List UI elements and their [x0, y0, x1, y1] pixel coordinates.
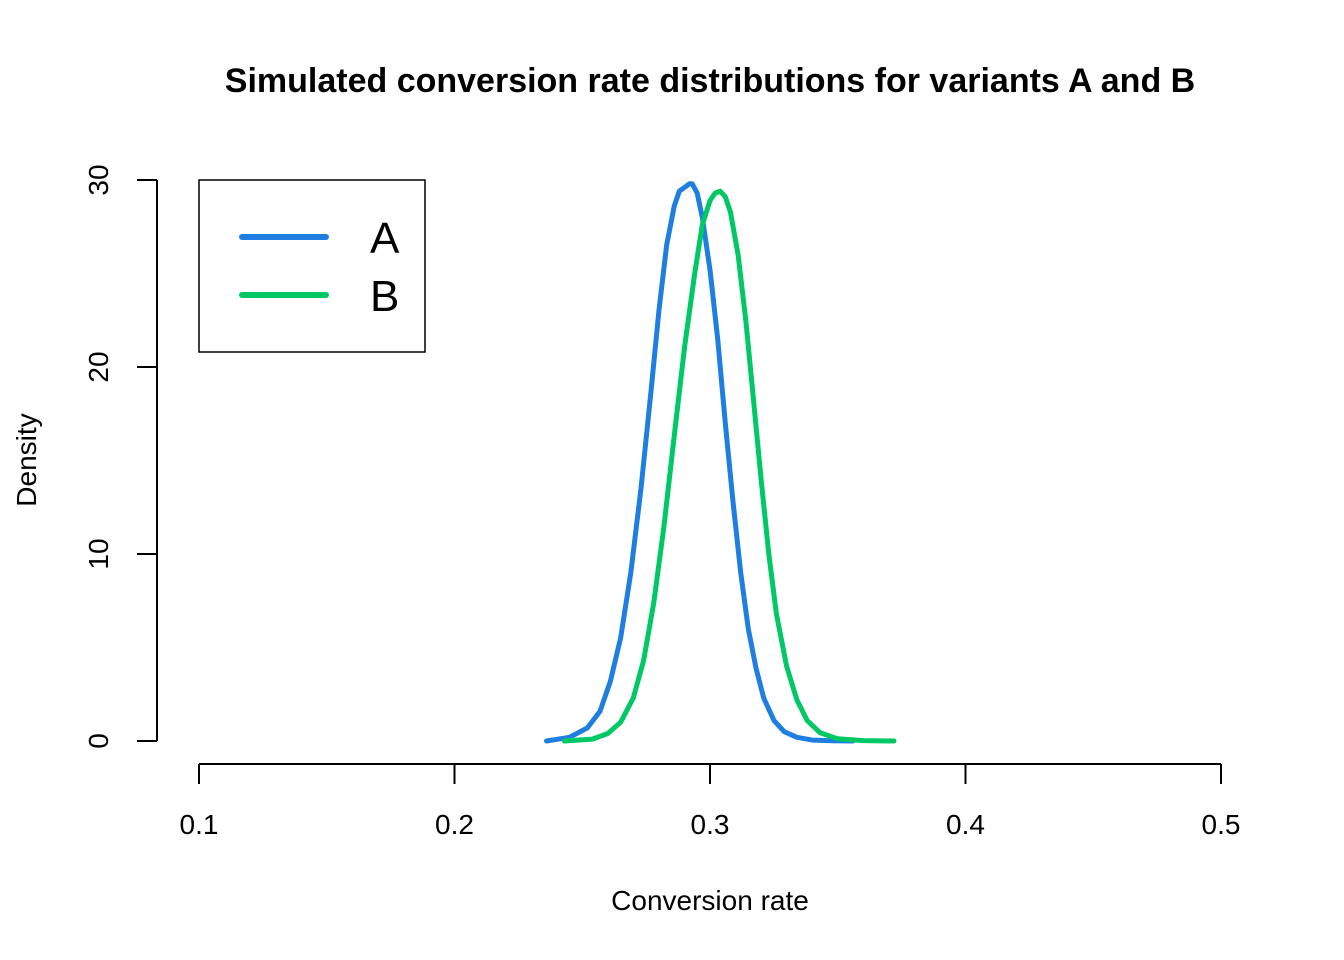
- y-tick-label-3: 30: [83, 164, 114, 195]
- y-axis-label: Density: [11, 413, 42, 506]
- y-axis-ticks: 0 10 20 30: [83, 164, 157, 749]
- series-line-b: [561, 188, 897, 744]
- x-tick-label-3: 0.4: [946, 809, 985, 840]
- x-tick-label-4: 0.5: [1202, 809, 1241, 840]
- legend-items: AB: [239, 214, 400, 321]
- x-tick-label-0: 0.1: [180, 809, 219, 840]
- legend-label-a: A: [370, 214, 400, 263]
- legend-label-b: B: [370, 272, 399, 321]
- y-tick-label-2: 20: [83, 351, 114, 382]
- legend-box: [198, 179, 426, 353]
- x-axis-ticks: 0.1 0.2 0.3 0.4 0.5: [180, 764, 1241, 840]
- series-lines: [544, 181, 897, 744]
- legend: AB: [198, 179, 426, 353]
- x-axis-label: Conversion rate: [611, 885, 809, 916]
- y-tick-label-1: 10: [83, 538, 114, 569]
- y-tick-label-0: 0: [83, 733, 114, 749]
- x-tick-label-2: 0.3: [691, 809, 730, 840]
- x-tick-label-1: 0.2: [435, 809, 474, 840]
- chart-title: Simulated conversion rate distributions …: [225, 62, 1195, 100]
- series-line-a: [544, 181, 856, 744]
